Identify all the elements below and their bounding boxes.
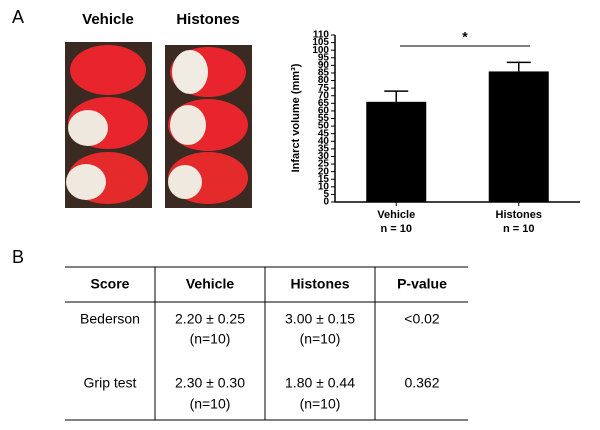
y-tick-label: 30 [318,151,330,162]
y-tick-label: 110 [313,30,330,41]
error-bar [506,61,531,72]
significance-mark: * [462,29,468,45]
table-header: P-value [397,276,447,292]
table-cell: 3.00 ± 0.15 [285,311,355,327]
y-tick-label: 15 [318,174,330,185]
brain-photo [65,42,152,208]
y-tick-label: 60 [318,106,330,117]
y-tick-label: 55 [318,113,330,124]
table-cell: (n=10) [300,396,341,412]
y-tick-label: 50 [318,121,330,132]
y-tick-label: 95 [318,52,330,63]
panel-label: B [12,247,24,267]
panel-label: A [12,7,24,27]
y-tick-label: 70 [318,90,330,101]
error-bar [384,90,409,102]
image-label: Vehicle [82,11,134,28]
table-cell: 2.20 ± 0.25 [175,311,245,327]
table [65,266,468,421]
brain-photo [165,45,252,208]
y-tick-label: 35 [318,144,330,155]
bar [488,71,549,202]
bar [366,101,427,202]
table-header: Vehicle [186,276,234,292]
sample-size: n = 10 [381,223,413,235]
y-tick-label: 40 [318,136,330,147]
y-axis-label: Infarct volume (mm³) [290,63,302,172]
table-header: Histones [290,276,349,292]
y-tick-label: 5 [323,189,329,200]
table-cell: (n=10) [190,396,231,412]
y-tick-label: 45 [318,128,330,139]
y-tick-label: 85 [318,68,330,79]
image-label: Histones [176,11,239,28]
table-cell: (n=10) [190,331,231,347]
sample-size: n = 10 [503,223,535,235]
table-header: Score [91,276,130,292]
y-tick-label: 25 [318,159,330,170]
y-tick-label: 0 [323,197,329,208]
x-tick-label: Histones [496,209,542,221]
x-tick-label: Vehicle [377,209,415,221]
y-tick-label: 90 [318,60,330,71]
y-tick-label: 100 [312,45,329,56]
table-cell: <0.02 [404,311,440,327]
table-cell: 2.30 ± 0.30 [175,375,245,391]
y-tick-label: 80 [318,75,330,86]
y-tick-label: 20 [318,166,330,177]
y-tick-label: 10 [318,181,330,192]
y-tick-label: 105 [312,37,329,48]
table-cell: (n=10) [300,331,341,347]
y-tick-label: 65 [318,98,330,109]
table-cell: Grip test [84,375,137,391]
table-cell: Bederson [80,311,140,327]
table-cell: 1.80 ± 0.44 [285,375,355,391]
y-tick-label: 75 [318,83,330,94]
table-cell: 0.362 [404,375,439,391]
